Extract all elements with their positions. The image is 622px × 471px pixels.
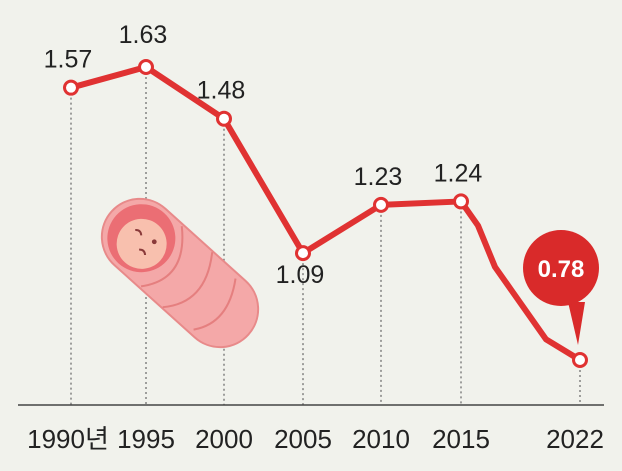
x-tick-label: 2010	[352, 424, 410, 454]
value-label: 1.48	[197, 77, 246, 105]
baby-icon	[100, 197, 260, 349]
callout-value: 0.78	[538, 256, 585, 283]
x-tick-label: 1995	[117, 424, 175, 454]
x-tick-label: 2000	[195, 424, 253, 454]
data-point	[216, 110, 232, 127]
x-tick-labels: 1990년 1995 2000 2005 2010 2015 2022	[27, 424, 604, 454]
x-tick-label: 2022	[546, 424, 604, 454]
data-point	[63, 79, 79, 96]
drop-lines	[70, 67, 581, 405]
callout-bubble	[523, 230, 599, 306]
data-point	[572, 352, 588, 368]
value-label: 1.24	[434, 159, 483, 187]
value-label: 1.63	[119, 21, 168, 49]
data-points	[63, 59, 588, 368]
highlight-callout: 0.78	[523, 230, 599, 345]
data-point	[453, 193, 469, 210]
x-tick-label: 2005	[274, 424, 332, 454]
value-label: 1.57	[44, 46, 93, 74]
x-tick-label: 1990년	[27, 424, 109, 454]
value-label: 1.23	[354, 163, 403, 191]
data-point	[138, 59, 154, 75]
x-tick-label: 2015	[432, 424, 490, 454]
data-point	[295, 245, 311, 262]
data-point	[373, 196, 389, 213]
value-labels: 1.57 1.63 1.48 1.09 1.23 1.24	[44, 21, 483, 289]
value-label: 1.09	[276, 261, 325, 289]
